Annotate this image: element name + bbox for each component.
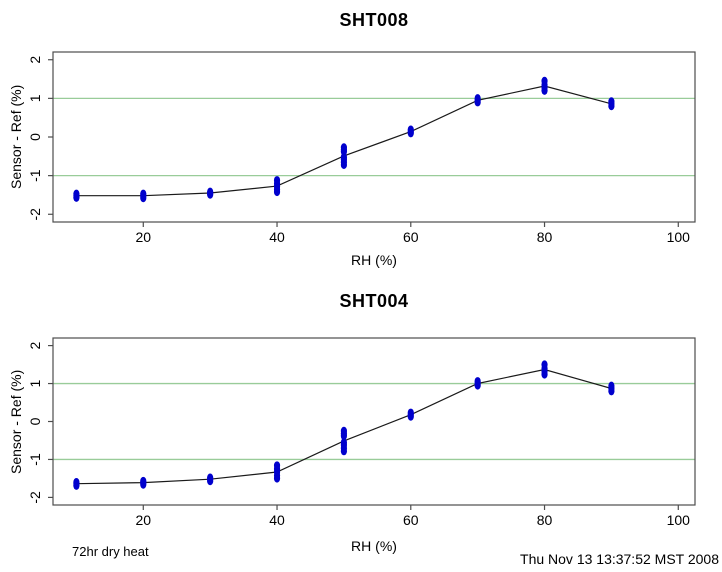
chart-title-sht004: SHT004 xyxy=(339,291,409,311)
data-point xyxy=(608,97,615,106)
data-point xyxy=(340,446,348,456)
x-tick-label: 100 xyxy=(667,229,691,245)
x-tick-label: 80 xyxy=(537,229,553,245)
data-point xyxy=(541,76,548,86)
y-tick-label: -2 xyxy=(27,208,43,221)
x-tick-label: 60 xyxy=(403,512,419,528)
data-point xyxy=(340,160,348,170)
data-point xyxy=(474,94,481,103)
x-tick-label: 100 xyxy=(667,512,691,528)
data-point xyxy=(207,476,214,486)
panel-1: 20 40 60 80 100 -2 -1 0 1 2 xyxy=(27,51,696,245)
x-tick-label: 40 xyxy=(269,512,285,528)
data-point xyxy=(407,125,414,134)
data-point xyxy=(140,193,147,203)
data-point xyxy=(407,408,414,417)
series-line xyxy=(76,85,612,197)
data-point xyxy=(273,474,281,483)
x-tick-label: 40 xyxy=(269,229,285,245)
data-point xyxy=(140,480,147,489)
data-point xyxy=(608,381,615,391)
y-tick-label: 1 xyxy=(27,379,43,387)
series-line xyxy=(76,368,612,485)
plot-frame xyxy=(52,51,696,223)
data-point xyxy=(207,190,214,199)
x-tick-label: 20 xyxy=(135,512,151,528)
y-tick-label: 1 xyxy=(27,94,43,102)
x-axis-label-top: RH (%) xyxy=(351,252,397,268)
y-tick-label: -1 xyxy=(27,453,43,466)
timestamp: Thu Nov 13 13:37:52 MST 2008 xyxy=(520,551,719,567)
data-point xyxy=(273,187,281,197)
y-tick-label: 2 xyxy=(27,341,43,349)
y-axis-label-top: Sensor - Ref (%) xyxy=(8,84,24,190)
x-tick-label: 20 xyxy=(135,229,151,245)
panel-2: 20 40 60 80 100 -2 -1 0 1 2 xyxy=(27,337,696,528)
chart-title-sht008: SHT008 xyxy=(339,10,409,30)
data-point xyxy=(73,481,80,490)
y-tick-label: -2 xyxy=(27,491,43,504)
data-point xyxy=(474,377,481,386)
x-axis-label-bottom: RH (%) xyxy=(351,538,397,554)
x-tick-label: 60 xyxy=(403,229,419,245)
y-tick-label: 2 xyxy=(27,56,43,64)
data-point xyxy=(340,431,348,441)
x-tick-label: 80 xyxy=(537,512,553,528)
y-tick-label: 0 xyxy=(27,133,43,141)
y-axis-label-bottom: Sensor - Ref (%) xyxy=(8,369,24,474)
data-point xyxy=(73,193,80,202)
y-tick-label: -1 xyxy=(27,169,43,182)
y-tick-label: 0 xyxy=(27,417,43,425)
data-point xyxy=(541,360,548,369)
plot-frame xyxy=(52,337,696,506)
annotation-dry-heat: 72hr dry heat xyxy=(72,544,149,559)
